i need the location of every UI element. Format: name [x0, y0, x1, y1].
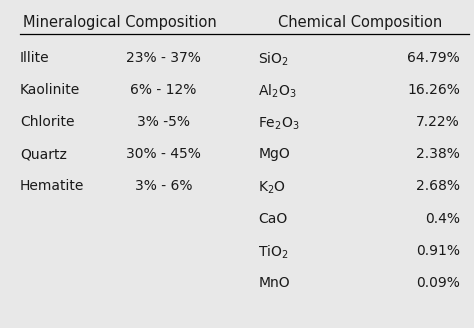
Text: TiO$_2$: TiO$_2$: [258, 244, 289, 261]
Text: MnO: MnO: [258, 276, 290, 290]
Text: 2.68%: 2.68%: [416, 179, 460, 194]
Text: Chemical Composition: Chemical Composition: [278, 15, 443, 30]
Text: 6% - 12%: 6% - 12%: [130, 83, 197, 97]
Text: 16.26%: 16.26%: [407, 83, 460, 97]
Text: Quartz: Quartz: [20, 147, 67, 161]
Text: 0.4%: 0.4%: [425, 212, 460, 226]
Text: 0.91%: 0.91%: [416, 244, 460, 258]
Text: SiO$_2$: SiO$_2$: [258, 51, 290, 68]
Text: 3% -5%: 3% -5%: [137, 115, 190, 129]
Text: 0.09%: 0.09%: [416, 276, 460, 290]
Text: MgO: MgO: [258, 147, 290, 161]
Text: Illite: Illite: [20, 51, 49, 65]
Text: 30% - 45%: 30% - 45%: [126, 147, 201, 161]
Text: CaO: CaO: [258, 212, 288, 226]
Text: Al$_2$O$_3$: Al$_2$O$_3$: [258, 83, 297, 100]
Text: 7.22%: 7.22%: [416, 115, 460, 129]
Text: Chlorite: Chlorite: [20, 115, 74, 129]
Text: Fe$_2$O$_3$: Fe$_2$O$_3$: [258, 115, 300, 132]
Text: Mineralogical Composition: Mineralogical Composition: [23, 15, 216, 30]
Text: 64.79%: 64.79%: [407, 51, 460, 65]
Text: K$_2$O: K$_2$O: [258, 179, 286, 196]
Text: Kaolinite: Kaolinite: [20, 83, 80, 97]
Text: Hematite: Hematite: [20, 179, 84, 194]
Text: 23% - 37%: 23% - 37%: [126, 51, 201, 65]
Text: 3% - 6%: 3% - 6%: [135, 179, 192, 194]
Text: 2.38%: 2.38%: [416, 147, 460, 161]
